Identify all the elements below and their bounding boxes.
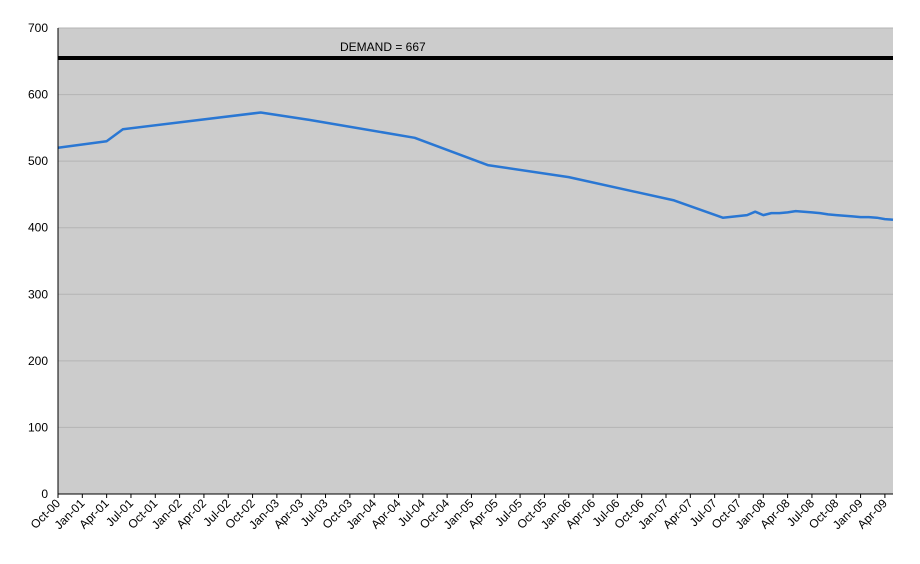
y-axis-ticks: 0 100 200 300 400 500 600 700 — [28, 21, 48, 501]
y-tick-label: 500 — [28, 154, 48, 168]
demand-label: DEMAND = 667 — [340, 40, 426, 54]
x-axis-ticks: Oct-00Jan-01Apr-01Jul-01Oct-01Jan-02Apr-… — [28, 494, 890, 532]
y-tick-label: 600 — [28, 88, 48, 102]
series-line — [57, 111, 894, 221]
y-tick-label: 0 — [41, 487, 48, 501]
plot-area — [58, 28, 893, 494]
y-tick-label: 700 — [28, 21, 48, 35]
y-tick-label: 100 — [28, 420, 48, 434]
y-tick-label: 200 — [28, 354, 48, 368]
y-tick-label: 300 — [28, 287, 48, 301]
y-tick-label: 400 — [28, 221, 48, 235]
